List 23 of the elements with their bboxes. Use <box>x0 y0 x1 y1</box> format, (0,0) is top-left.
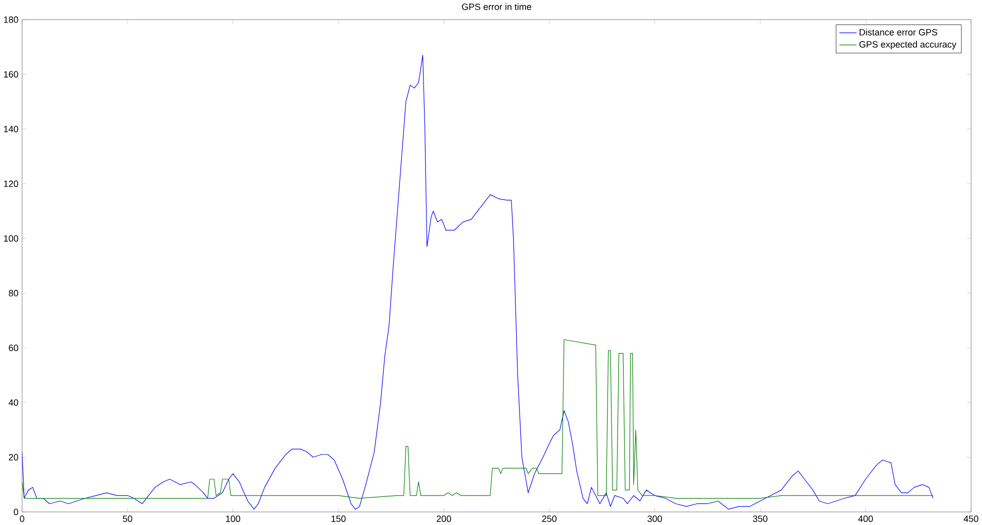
y-tick-label: 80 <box>8 290 18 296</box>
x-tick-label: 300 <box>648 515 662 522</box>
y-tick-label: 40 <box>8 399 18 406</box>
x-tick-label: 250 <box>542 515 557 522</box>
legend-label: Distance error GPS <box>860 28 938 36</box>
x-tick-label: 50 <box>122 515 132 522</box>
chart-title: GPS error in time <box>462 3 532 10</box>
legend-label: GPS expected accuracy <box>859 40 956 50</box>
y-tick-label: 160 <box>4 70 18 78</box>
x-tick-label: 450 <box>964 515 978 522</box>
y-tick-label: 120 <box>4 180 18 187</box>
x-tick-label: 350 <box>752 515 768 522</box>
x-tick-label: 0 <box>20 515 24 522</box>
x-tick-label: 400 <box>858 515 873 522</box>
y-tick-label: 180 <box>4 16 18 23</box>
y-tick-label: 60 <box>8 344 18 351</box>
y-tick-label: 20 <box>8 454 18 460</box>
y-tick-label: 0 <box>14 508 18 516</box>
x-tick-label: 100 <box>226 515 240 522</box>
y-tick-label: 100 <box>4 235 18 242</box>
x-tick-label: 150 <box>332 515 346 522</box>
y-tick-label: 140 <box>4 126 18 132</box>
x-tick-label: 200 <box>436 515 452 522</box>
